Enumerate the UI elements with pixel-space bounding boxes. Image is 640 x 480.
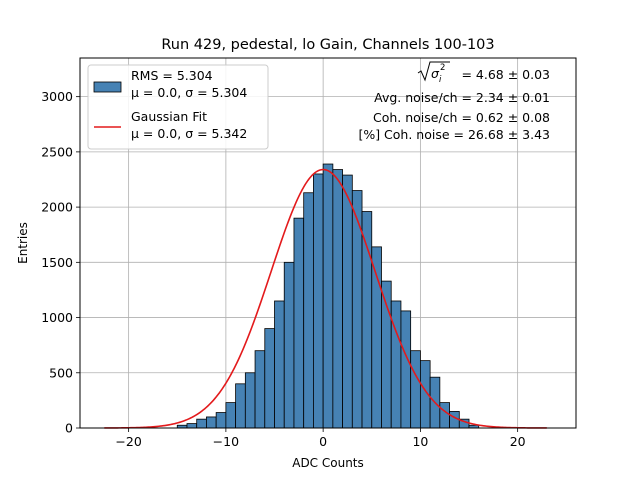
y-tick-label: 1500 xyxy=(41,255,73,270)
x-tick-label: −10 xyxy=(213,434,239,449)
noise-annotations: σ i 2 = 4.68 ± 0.03 Avg. noise/ch = 2.34… xyxy=(358,61,550,142)
y-tick-label: 0 xyxy=(65,421,73,436)
legend-entry-fit-params: μ = 0.0, σ = 5.342 xyxy=(131,126,247,141)
coh-noise-text: Coh. noise/ch = 0.62 ± 0.08 xyxy=(373,110,550,125)
y-tick-label: 2500 xyxy=(41,144,73,159)
sqrt-sigma-value: = 4.68 ± 0.03 xyxy=(461,67,550,82)
histogram-bar xyxy=(244,372,256,429)
histogram-bar xyxy=(303,192,314,429)
histogram-bar xyxy=(186,423,198,429)
x-axis-ticks: −20 −10 0 10 20 xyxy=(115,428,526,449)
histogram-bar xyxy=(293,217,305,429)
y-tick-label: 500 xyxy=(49,365,73,380)
histogram-bar xyxy=(439,402,450,429)
histogram-bar xyxy=(283,261,295,429)
legend-entry-rms: RMS = 5.304 xyxy=(131,68,213,83)
sqrt-sigma-symbol: σ i 2 xyxy=(417,61,450,85)
histogram-bar xyxy=(254,350,266,429)
x-tick-label: 10 xyxy=(412,434,428,449)
histogram-bars xyxy=(176,163,480,429)
svg-text:i: i xyxy=(439,75,442,85)
gaussian-fit-line xyxy=(104,168,547,429)
coh-noise-percent-text: [%] Coh. noise = 26.68 ± 3.43 xyxy=(358,127,550,142)
histogram-bar xyxy=(332,169,343,429)
histogram-bar xyxy=(215,412,227,429)
x-tick-label: 0 xyxy=(319,434,327,449)
histogram-bar xyxy=(322,163,334,429)
x-axis-label: ADC Counts xyxy=(292,456,364,470)
legend-entry-fit: Gaussian Fit xyxy=(131,109,207,124)
histogram-bar xyxy=(361,211,373,429)
histogram-bar xyxy=(342,174,353,429)
histogram-bar xyxy=(235,383,246,429)
x-tick-label: −20 xyxy=(115,434,141,449)
legend: RMS = 5.304 μ = 0.0, σ = 5.304 Gaussian … xyxy=(87,64,269,150)
histogram-bar xyxy=(313,173,324,429)
histogram-bar xyxy=(196,418,207,429)
histogram-bar xyxy=(390,300,402,429)
plot-frame xyxy=(79,57,577,429)
histogram-bar xyxy=(264,328,275,429)
histogram-bar xyxy=(410,350,421,429)
histogram-bar xyxy=(274,300,285,429)
chart-title: Run 429, pedestal, lo Gain, Channels 100… xyxy=(161,37,494,53)
y-axis-label: Entries xyxy=(16,222,30,264)
y-axis-ticks: 0 500 1000 1500 2000 2500 3000 xyxy=(41,89,80,436)
y-tick-label: 3000 xyxy=(41,89,73,104)
y-tick-label: 2000 xyxy=(41,200,73,215)
histogram-bar xyxy=(351,190,363,429)
legend-entry-hist-params: μ = 0.0, σ = 5.304 xyxy=(131,85,247,100)
y-tick-label: 1000 xyxy=(41,310,73,325)
x-tick-label: 20 xyxy=(510,434,526,449)
avg-noise-text: Avg. noise/ch = 2.34 ± 0.01 xyxy=(374,90,550,105)
svg-text:σ: σ xyxy=(431,66,440,81)
histogram-bar xyxy=(206,416,217,429)
histogram-bar xyxy=(400,310,412,429)
legend-box xyxy=(87,64,269,150)
histogram-bar xyxy=(225,402,237,429)
legend-patch-histogram xyxy=(93,81,122,93)
svg-text:2: 2 xyxy=(440,63,445,73)
